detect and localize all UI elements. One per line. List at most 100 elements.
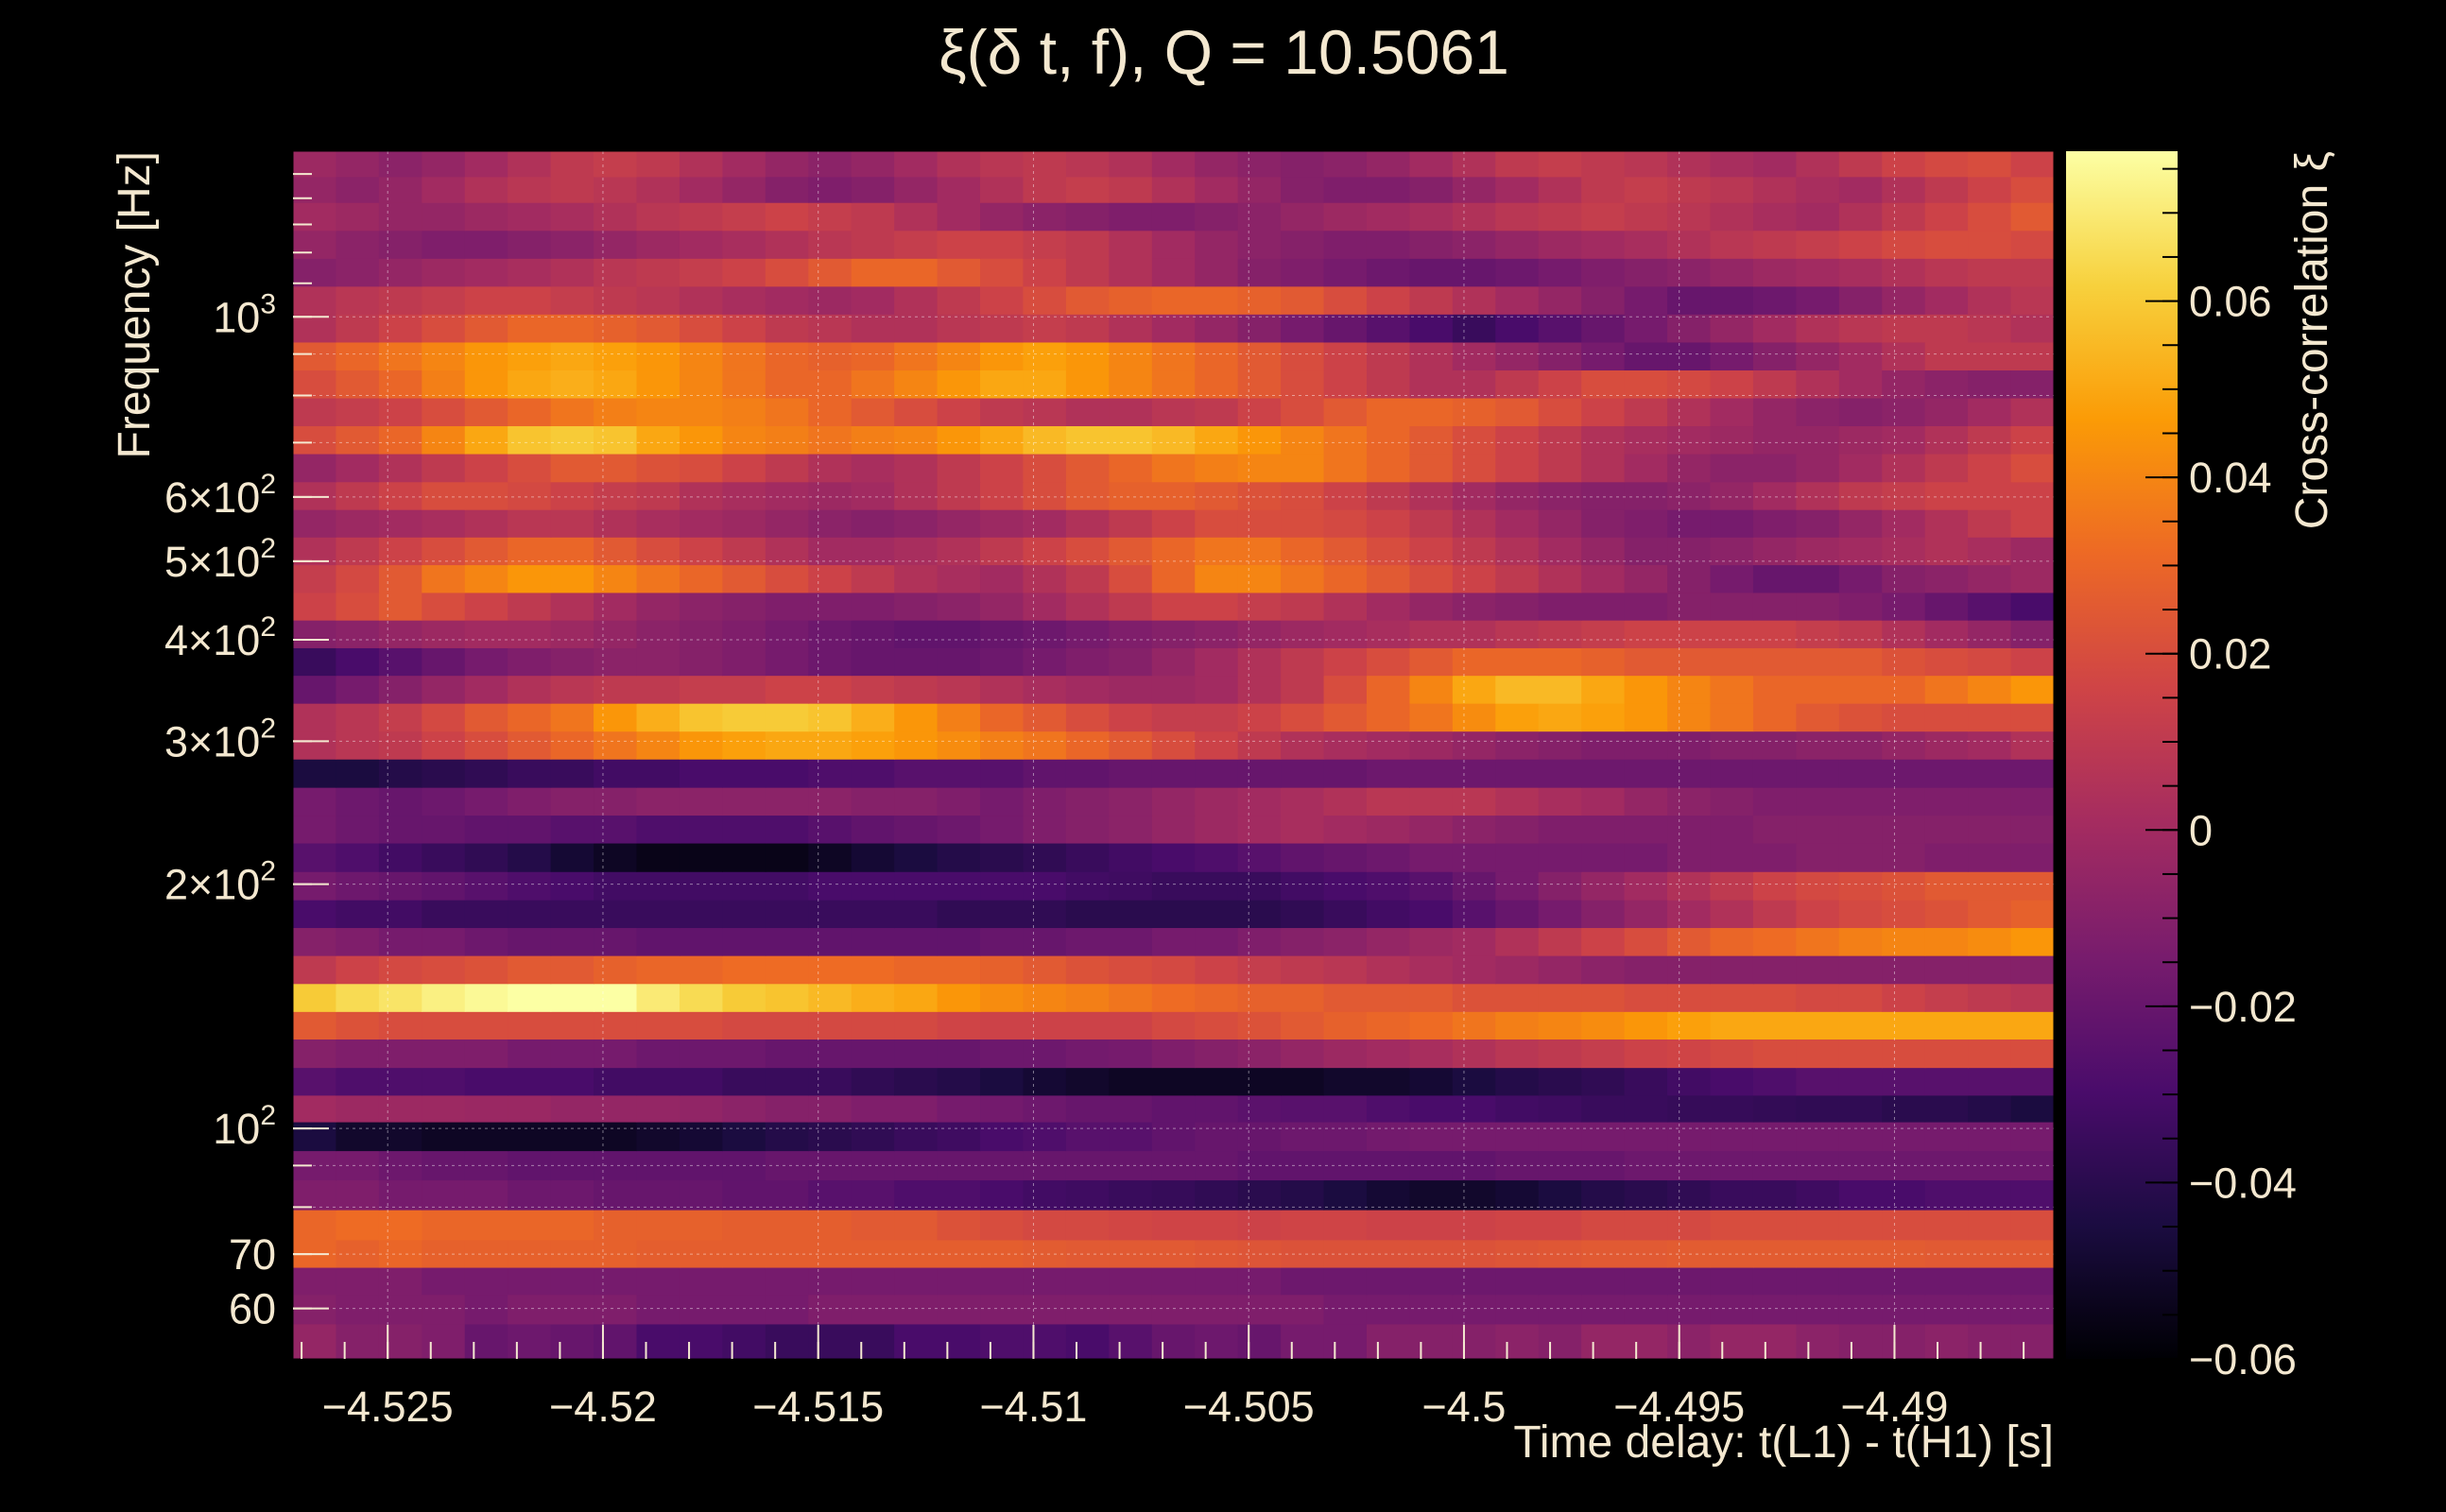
heatmap-cell	[1667, 983, 1712, 1012]
heatmap-cell	[2010, 815, 2054, 844]
heatmap-cell	[937, 620, 981, 648]
heatmap-cell	[722, 369, 767, 399]
heatmap-cell	[1796, 1094, 1840, 1123]
heatmap-cell	[1667, 787, 1712, 816]
heatmap-cell	[1495, 983, 1540, 1012]
heatmap-cell	[508, 1266, 552, 1296]
heatmap-cell	[594, 900, 638, 929]
heatmap-cell	[293, 1122, 337, 1152]
heatmap-cell	[550, 592, 594, 621]
heatmap-cell	[336, 341, 380, 371]
heatmap-cell	[1151, 453, 1196, 483]
heatmap-cell	[937, 481, 981, 510]
heatmap-cell	[1752, 176, 1797, 203]
heatmap-cell	[1924, 900, 1969, 929]
heatmap-cell	[1151, 815, 1196, 844]
heatmap-cell	[1581, 537, 1626, 566]
heatmap-cell	[1495, 647, 1540, 677]
heatmap-cell	[550, 258, 594, 287]
heatmap-cell	[1882, 564, 1926, 593]
heatmap-cell	[1838, 564, 1883, 593]
heatmap-cell	[1838, 842, 1883, 872]
heatmap-cell	[679, 230, 723, 259]
heatmap-cell	[1752, 759, 1797, 788]
heatmap-cell	[1409, 1039, 1454, 1069]
heatmap-cell	[765, 675, 809, 704]
heatmap-cell	[1882, 1294, 1926, 1325]
heatmap-cell	[594, 1067, 638, 1096]
heatmap-cell	[2010, 537, 2054, 566]
heatmap-cell	[293, 927, 337, 956]
heatmap-cell	[1151, 703, 1196, 732]
heatmap-cell	[508, 1239, 552, 1268]
heatmap-cell	[1366, 1323, 1411, 1359]
heatmap-cell	[1366, 815, 1411, 844]
heatmap-cell	[980, 1150, 1025, 1181]
heatmap-cell	[550, 1011, 594, 1040]
heatmap-cell	[1624, 481, 1668, 510]
heatmap-cell	[1065, 1323, 1110, 1359]
heatmap-cell	[851, 759, 895, 788]
heatmap-cell	[336, 787, 380, 816]
heatmap-cell	[1924, 592, 1969, 621]
heatmap-cell	[1796, 230, 1840, 259]
heatmap-cell	[937, 871, 981, 901]
heatmap-cell	[636, 1179, 680, 1211]
heatmap-cell	[1409, 1150, 1454, 1181]
heatmap-cell	[550, 759, 594, 788]
heatmap-cell	[422, 871, 466, 901]
heatmap-cell	[937, 703, 981, 732]
heatmap-cell	[464, 647, 508, 677]
heatmap-cell	[937, 1239, 981, 1268]
heatmap-cell	[980, 369, 1025, 399]
heatmap-cell	[808, 509, 853, 538]
heatmap-cell	[464, 1210, 508, 1241]
heatmap-cell	[1366, 1122, 1411, 1152]
heatmap-cell	[765, 592, 809, 621]
heatmap-cell	[937, 314, 981, 343]
heatmap-cell	[1237, 703, 1282, 732]
heatmap-cell	[1581, 285, 1626, 315]
heatmap-cell	[1281, 1294, 1325, 1325]
heatmap-cell	[1968, 1094, 2012, 1123]
heatmap-cell	[1195, 285, 1239, 315]
heatmap-cell	[1023, 1150, 1067, 1181]
heatmap-cell	[1538, 425, 1582, 455]
heatmap-cell	[765, 815, 809, 844]
heatmap-cell	[293, 1094, 337, 1123]
heatmap-cell	[1281, 1239, 1325, 1268]
heatmap-cell	[1109, 1011, 1153, 1040]
heatmap-cell	[508, 620, 552, 648]
heatmap-cell	[765, 314, 809, 343]
heatmap-cell	[1796, 1266, 1840, 1296]
heatmap-cell	[1796, 397, 1840, 427]
heatmap-cell	[1151, 787, 1196, 816]
heatmap-cell	[636, 537, 680, 566]
heatmap-cell	[1195, 1067, 1239, 1096]
heatmap-cell	[550, 176, 594, 203]
heatmap-cell	[378, 592, 422, 621]
heatmap-cell	[1023, 285, 1067, 315]
heatmap-cell	[1409, 369, 1454, 399]
heatmap-cell	[1710, 1294, 1754, 1325]
heatmap-cell	[1838, 341, 1883, 371]
heatmap-cell	[594, 369, 638, 399]
heatmap-cell	[336, 1179, 380, 1211]
heatmap-cell	[679, 369, 723, 399]
heatmap-cell	[422, 900, 466, 929]
heatmap-cell	[1710, 1011, 1754, 1040]
heatmap-cell	[1195, 1094, 1239, 1123]
heatmap-cell	[1452, 703, 1496, 732]
heatmap-cell	[894, 258, 939, 287]
heatmap-cell	[1538, 369, 1582, 399]
heatmap-cell	[765, 1294, 809, 1325]
heatmap-cell	[464, 842, 508, 872]
heatmap-cell	[1281, 341, 1325, 371]
heatmap-cell	[980, 341, 1025, 371]
heatmap-cell	[1237, 1067, 1282, 1096]
heatmap-cell	[2010, 1067, 2054, 1096]
heatmap-cell	[550, 564, 594, 593]
heatmap-cell	[464, 425, 508, 455]
heatmap-cell	[594, 1094, 638, 1123]
heatmap-cell	[980, 258, 1025, 287]
